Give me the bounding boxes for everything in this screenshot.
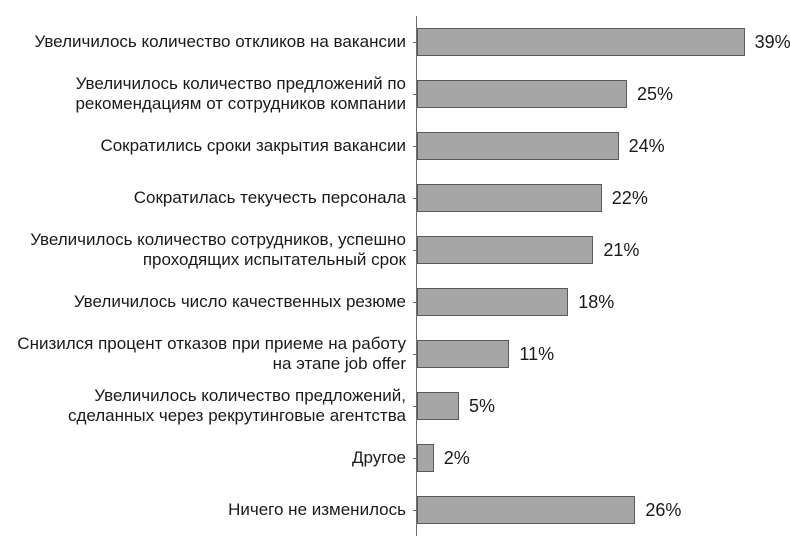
category-label: Другое [8, 448, 416, 468]
bar-cell: 5% [416, 380, 762, 432]
axis-tick [413, 458, 417, 459]
axis-tick [413, 354, 417, 355]
category-label: Увеличилось количество предложений, сдел… [8, 386, 416, 427]
hbar-chart: Увеличилось количество откликов на вакан… [0, 0, 790, 558]
bar-cell: 18% [416, 276, 762, 328]
axis-tick [413, 406, 417, 407]
bar [417, 80, 627, 108]
category-label: Сократились сроки закрытия вакансии [8, 136, 416, 156]
bar-cell: 26% [416, 484, 762, 536]
value-label: 18% [578, 292, 614, 313]
bar [417, 392, 459, 420]
category-label: Ничего не изменилось [8, 500, 416, 520]
chart-row: Увеличилось число качественных резюме 18% [8, 276, 762, 328]
bar [417, 444, 434, 472]
bar-cell: 24% [416, 120, 762, 172]
bar [417, 496, 635, 524]
value-label: 5% [469, 396, 495, 417]
chart-row: Другое 2% [8, 432, 762, 484]
axis-tick [413, 146, 417, 147]
bar-cell: 21% [416, 224, 762, 276]
value-label: 25% [637, 84, 673, 105]
axis-tick [413, 510, 417, 511]
axis-tick [413, 250, 417, 251]
category-label: Увеличилось количество откликов на вакан… [8, 32, 416, 52]
value-label: 26% [645, 500, 681, 521]
value-label: 2% [444, 448, 470, 469]
chart-row: Увеличилось количество предложений по ре… [8, 68, 762, 120]
chart-row: Увеличилось количество сотрудников, успе… [8, 224, 762, 276]
category-label: Увеличилось количество предложений по ре… [8, 74, 416, 115]
axis-tick [413, 94, 417, 95]
value-label: 24% [629, 136, 665, 157]
axis-tick [413, 198, 417, 199]
chart-row: Ничего не изменилось 26% [8, 484, 762, 536]
axis-tick [413, 302, 417, 303]
category-label: Сократилась текучесть персонала [8, 188, 416, 208]
bar [417, 288, 568, 316]
bar [417, 340, 509, 368]
value-label: 39% [755, 32, 790, 53]
chart-row: Снизился процент отказов при приеме на р… [8, 328, 762, 380]
category-label: Снизился процент отказов при приеме на р… [8, 334, 416, 375]
bar [417, 132, 619, 160]
category-label: Увеличилось число качественных резюме [8, 292, 416, 312]
bar-cell: 25% [416, 68, 762, 120]
chart-row: Увеличилось количество откликов на вакан… [8, 16, 762, 68]
value-label: 11% [519, 344, 554, 365]
chart-row: Сократилась текучесть персонала 22% [8, 172, 762, 224]
chart-row: Сократились сроки закрытия вакансии 24% [8, 120, 762, 172]
bar [417, 28, 745, 56]
value-label: 21% [603, 240, 639, 261]
bar [417, 184, 602, 212]
bar-cell: 11% [416, 328, 762, 380]
value-label: 22% [612, 188, 648, 209]
bar-cell: 2% [416, 432, 762, 484]
bar-cell: 22% [416, 172, 762, 224]
bar [417, 236, 593, 264]
category-label: Увеличилось количество сотрудников, успе… [8, 230, 416, 271]
chart-row: Увеличилось количество предложений, сдел… [8, 380, 762, 432]
bar-cell: 39% [416, 16, 790, 68]
axis-tick [413, 42, 417, 43]
